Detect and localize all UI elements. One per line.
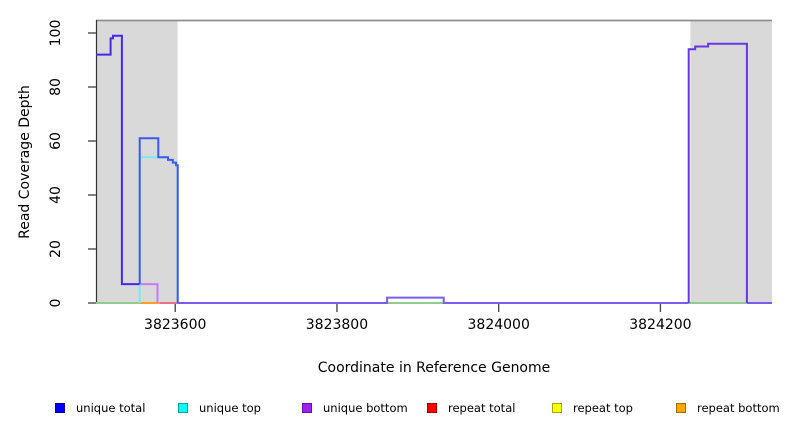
legend-label: repeat top	[573, 401, 633, 415]
legend-swatch-icon	[178, 403, 188, 413]
legend-item-unique-bottom: unique bottom	[302, 401, 408, 415]
x-axis-title: Coordinate in Reference Genome	[317, 360, 551, 376]
repeat-region-band	[690, 20, 772, 303]
repeat-region-band	[96, 20, 178, 303]
legend-label: unique bottom	[323, 401, 408, 415]
x-tick-label: 3823600	[144, 317, 207, 333]
legend-item-repeat-top: repeat top	[552, 401, 633, 415]
segment-overlap-violet-right	[687, 42, 748, 303]
x-tick-label: 3824000	[467, 317, 530, 333]
legend-swatch-icon	[552, 403, 562, 413]
legend-label: unique top	[199, 401, 261, 415]
segment-unique-total-blue	[138, 137, 179, 303]
segment-baseline-violet-mid	[177, 296, 689, 304]
legend-item-unique-total: unique total	[55, 401, 145, 415]
legend-swatch-icon	[55, 403, 65, 413]
legend-label: unique total	[76, 401, 146, 415]
legend-item-repeat-bottom: repeat bottom	[676, 401, 780, 415]
segment-unique-bottom-orchid	[139, 283, 159, 303]
legend-label: repeat total	[448, 401, 516, 415]
segment-overlap-indigo-left	[96, 34, 140, 286]
legend-label: repeat bottom	[697, 401, 780, 415]
legend-swatch-icon	[302, 403, 312, 413]
x-tick-label: 3824200	[629, 317, 692, 333]
legend-swatch-icon	[676, 403, 686, 413]
legend-item-repeat-total: repeat total	[427, 401, 515, 415]
legend-item-unique-top: unique top	[178, 401, 261, 415]
legend-swatch-icon	[427, 403, 437, 413]
x-tick-label: 3823800	[305, 317, 369, 333]
